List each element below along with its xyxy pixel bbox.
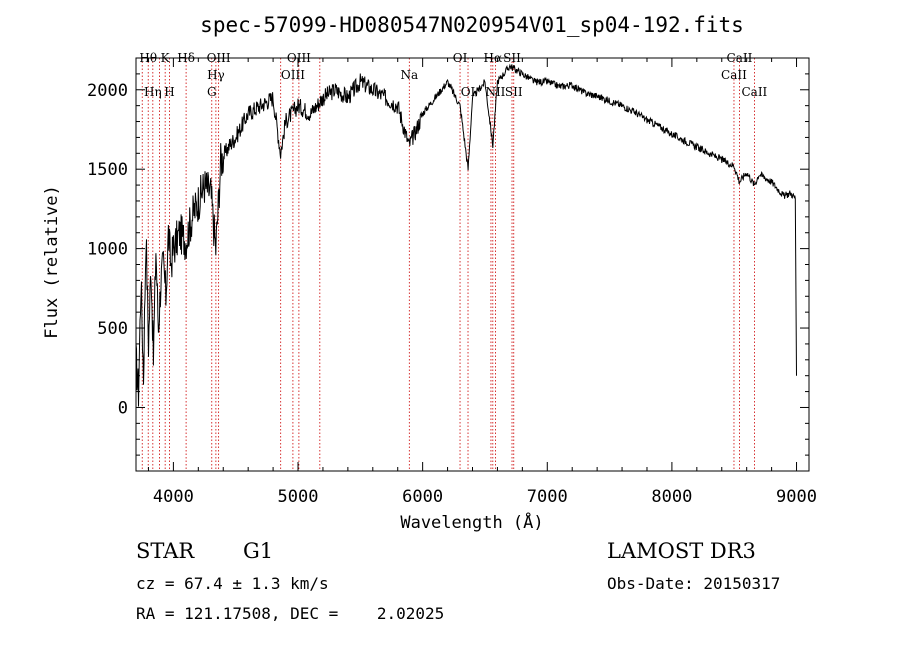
subclass-label: G1 xyxy=(243,539,274,563)
y-tick-label: 1000 xyxy=(87,240,128,260)
obs-date-label: Obs-Date: 20150317 xyxy=(607,574,781,593)
x-axis: 4000 5000 6000 7000 8000 9000 xyxy=(147,58,817,507)
marker-label: Hη xyxy=(144,85,162,99)
y-tick-label: 500 xyxy=(97,319,128,339)
survey-label: LAMOST DR3 xyxy=(607,539,756,563)
redshift-label: cz = 67.4 ± 1.3 km/s xyxy=(136,574,329,593)
x-tick-label: 5000 xyxy=(278,487,319,507)
marker-label: NII xyxy=(485,85,505,99)
x-axis-label: Wavelength (Å) xyxy=(400,511,543,533)
class-label: STAR xyxy=(136,539,195,563)
marker-label: CaII xyxy=(721,68,747,82)
x-tick-label: 4000 xyxy=(153,487,194,507)
x-tick-label: 8000 xyxy=(651,487,692,507)
series-layer xyxy=(135,63,797,407)
x-tick-label: 7000 xyxy=(527,487,568,507)
plot-frame xyxy=(135,57,810,472)
marker-label: Na xyxy=(400,68,418,82)
spectrum-line xyxy=(135,63,797,407)
y-axis: 0 500 1000 1500 2000 xyxy=(87,57,809,472)
y-axis-label: Flux (relative) xyxy=(42,185,62,339)
y-tick-label: 1500 xyxy=(87,160,128,180)
marker-label: SII xyxy=(505,85,523,99)
x-tick-label: 9000 xyxy=(776,487,817,507)
marker-label: H xyxy=(164,85,174,99)
chart-title: spec-57099-HD080547N020954V01_sp04-192.f… xyxy=(200,13,744,37)
marker-label: G xyxy=(207,85,217,99)
y-tick-label: 0 xyxy=(118,398,128,418)
marker-label: CaII xyxy=(741,85,767,99)
spectral-marker-lines xyxy=(141,58,755,471)
y-tick-label: 2000 xyxy=(87,81,128,101)
coords-label: RA = 121.17508, DEC = 2.02025 xyxy=(136,604,445,623)
x-tick-label: 6000 xyxy=(402,487,443,507)
marker-label: Hγ xyxy=(207,68,225,82)
marker-label: OI xyxy=(461,85,476,99)
marker-label: OIII xyxy=(281,68,305,82)
